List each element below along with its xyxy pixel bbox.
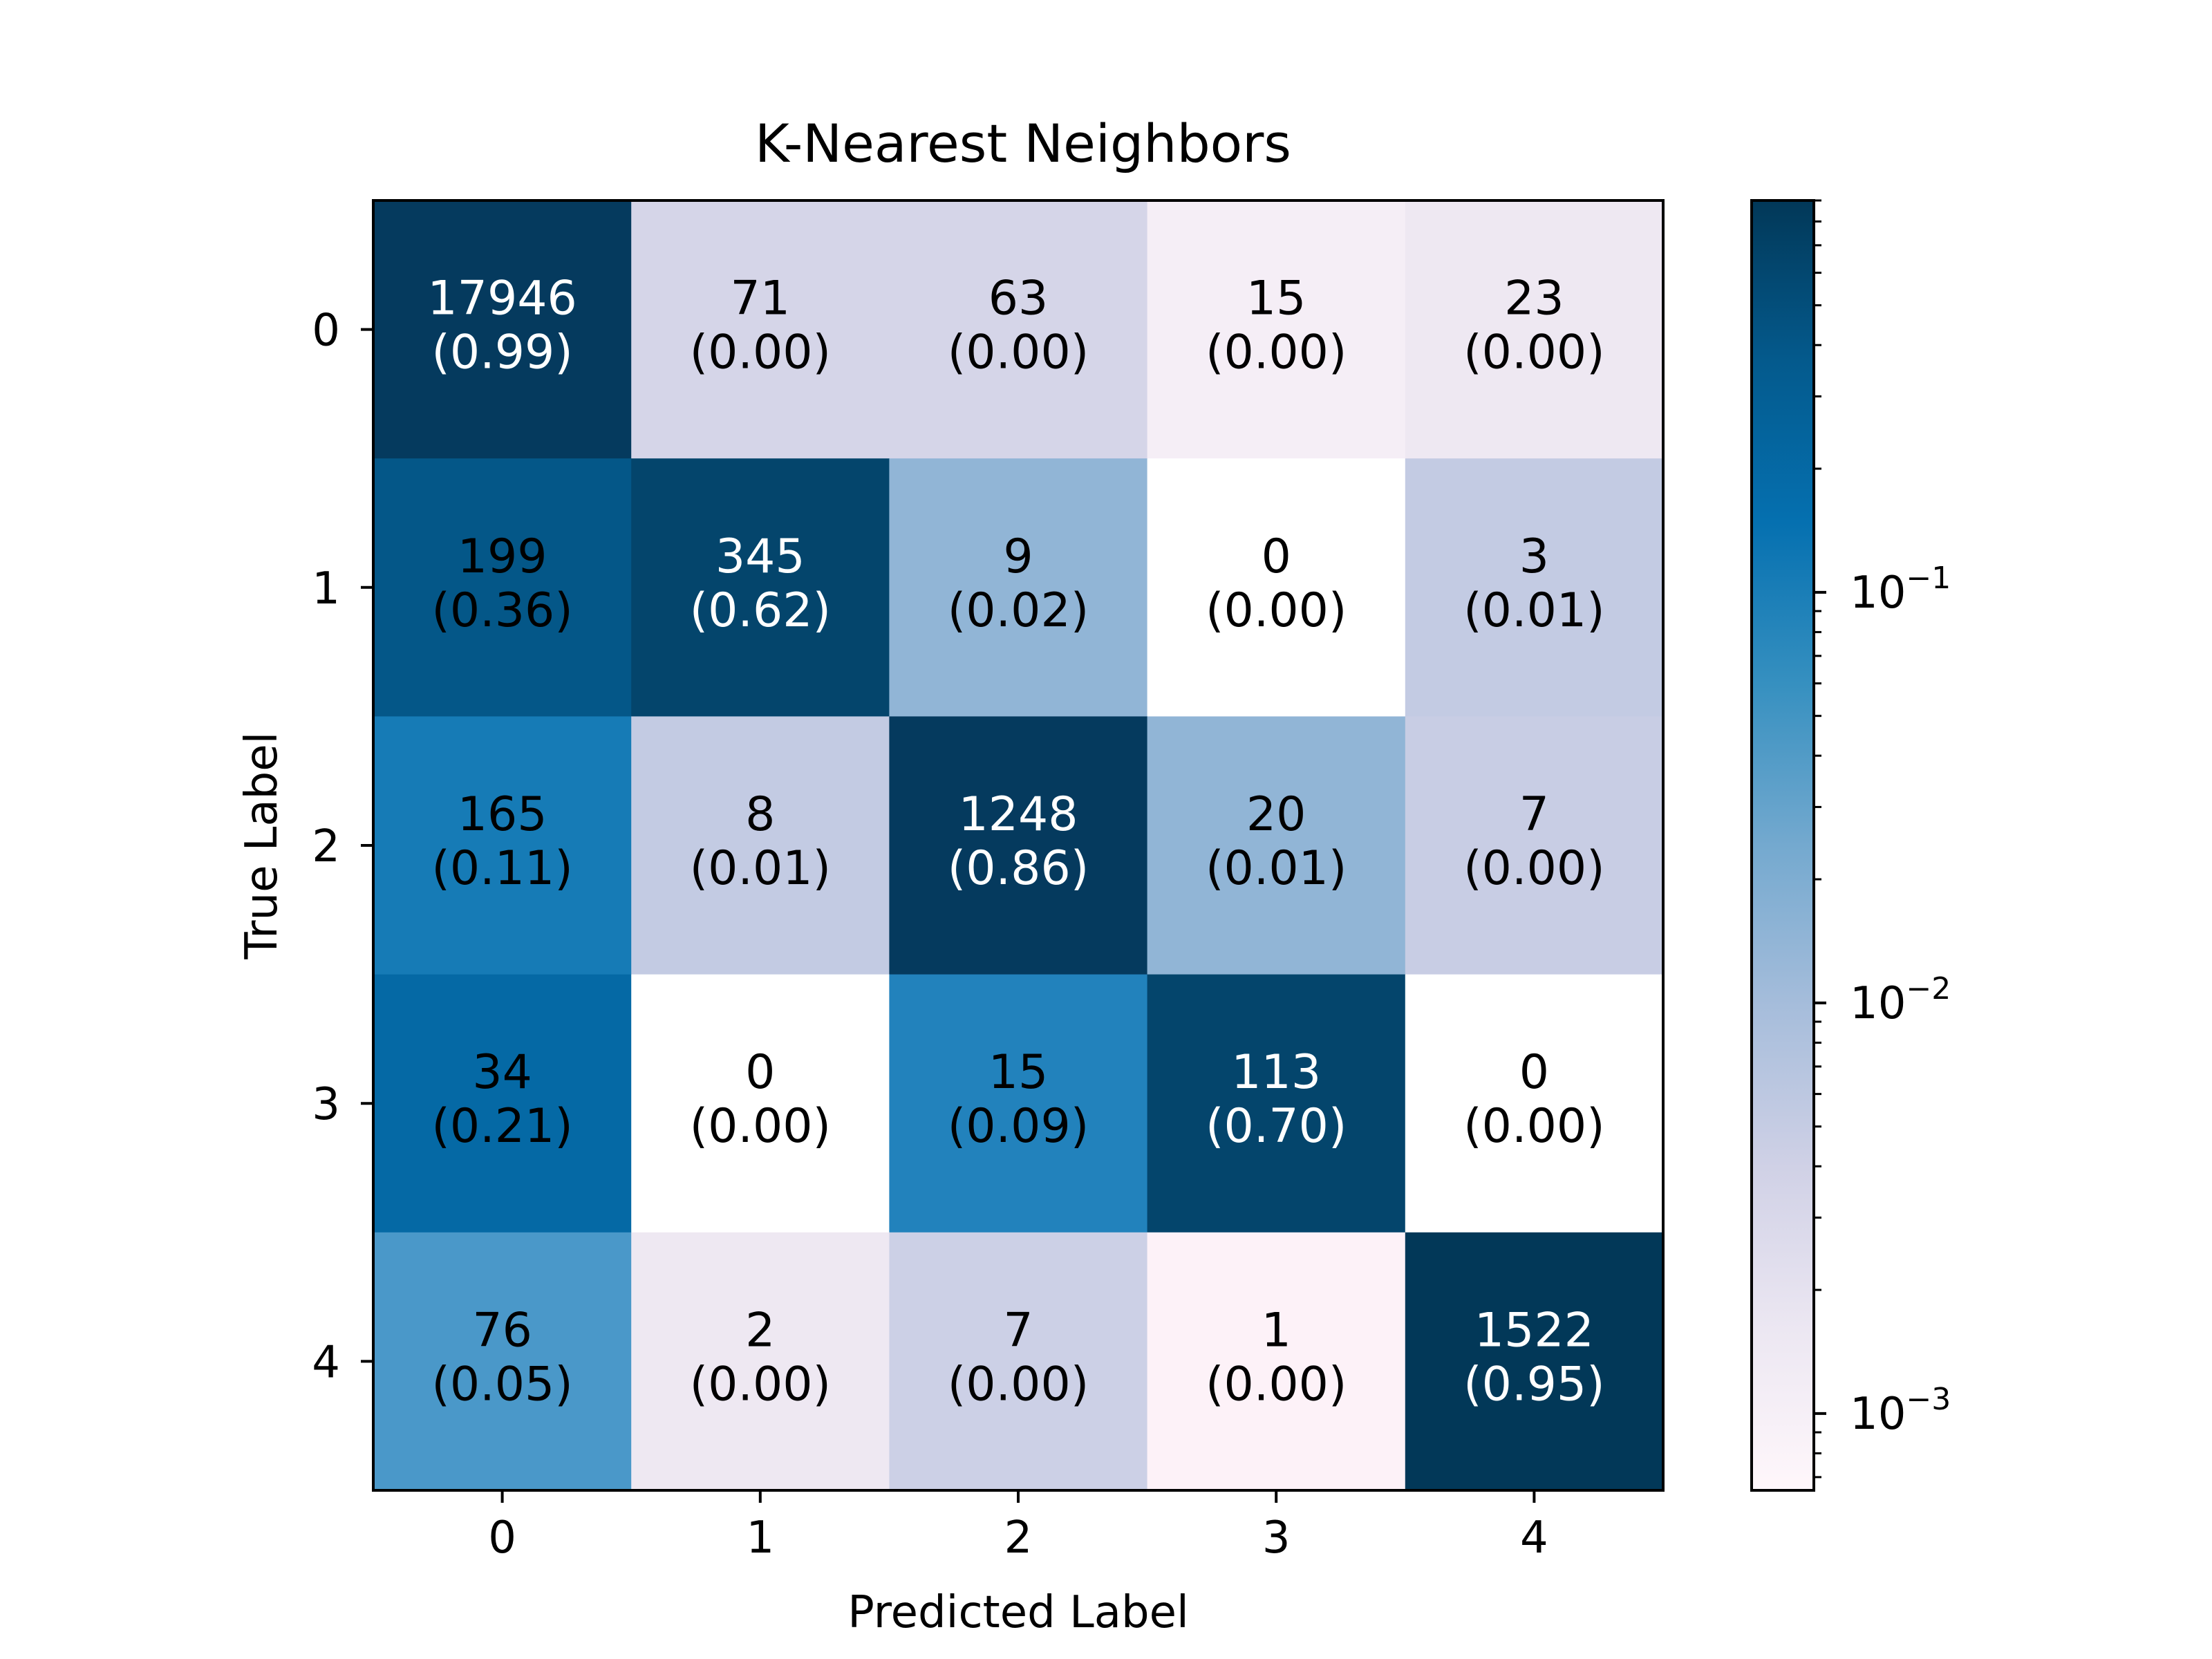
heatmap-cell: [631, 1232, 890, 1491]
cell-proportion-label: (0.62): [690, 583, 831, 638]
cell-count-label: 71: [731, 272, 791, 326]
cell-count-label: 76: [472, 1303, 532, 1358]
heatmap-cell: [889, 974, 1148, 1233]
cell-count-label: 199: [458, 529, 547, 584]
cell-proportion-label: (0.95): [1463, 1357, 1604, 1412]
cell-count-label: 0: [1262, 529, 1291, 584]
cell-proportion-label: (0.01): [1206, 841, 1347, 896]
heatmap-cell: [1147, 200, 1406, 459]
cell-proportion-label: (0.70): [1206, 1099, 1347, 1154]
y-tick-label: 4: [312, 1337, 340, 1388]
cell-proportion-label: (0.00): [690, 1357, 831, 1412]
cell-count-label: 113: [1231, 1045, 1321, 1100]
heatmap-cell: [889, 200, 1148, 459]
cell-proportion-label: (0.11): [431, 841, 572, 896]
cell-count-label: 23: [1504, 272, 1564, 326]
heatmap-cell: [1405, 716, 1664, 975]
cell-proportion-label: (0.02): [948, 583, 1089, 638]
cell-count-label: 0: [1519, 1045, 1549, 1100]
cell-proportion-label: (0.99): [431, 326, 572, 380]
cell-proportion-label: (0.00): [948, 326, 1089, 380]
cell-count-label: 15: [988, 1045, 1049, 1100]
cell-count-label: 3: [1519, 529, 1549, 584]
colorbar-gradient: [1750, 199, 1815, 1492]
cell-count-label: 9: [1003, 529, 1033, 584]
heatmap-cell: [1405, 1232, 1664, 1491]
x-tick-label: 2: [1004, 1512, 1033, 1564]
heatmap-cell: [373, 458, 632, 717]
cell-proportion-label: (0.00): [690, 326, 831, 380]
cell-proportion-label: (0.86): [948, 841, 1089, 896]
cell-proportion-label: (0.00): [690, 1099, 831, 1154]
cell-proportion-label: (0.00): [948, 1357, 1089, 1412]
cell-count-label: 1248: [958, 787, 1078, 842]
cell-proportion-label: (0.01): [1463, 583, 1604, 638]
heatmap-cell: [889, 716, 1148, 975]
y-axis-label: True Label: [236, 732, 288, 960]
heatmap-cell: [1405, 974, 1664, 1233]
x-tick-label: 1: [746, 1512, 774, 1564]
cell-proportion-label: (0.00): [1463, 1099, 1604, 1154]
y-axis-ticks: 0 1 2 3 4: [312, 306, 373, 1388]
cell-count-label: 63: [988, 272, 1049, 326]
heatmap-cells: 17946(0.99)71(0.00)63(0.00)15(0.00)23(0.…: [373, 200, 1664, 1491]
cell-count-label: 1522: [1474, 1303, 1594, 1358]
cell-proportion-label: (0.00): [1463, 326, 1604, 380]
heatmap-cell: [631, 200, 890, 459]
cell-proportion-label: (0.09): [948, 1099, 1089, 1154]
x-axis-label: Predicted Label: [847, 1587, 1188, 1638]
heatmap-cell: [631, 716, 890, 975]
cell-count-label: 15: [1246, 272, 1306, 326]
heatmap-cell: [373, 200, 632, 459]
heatmap-cell: [1147, 1232, 1406, 1491]
y-tick-label: 3: [312, 1079, 340, 1130]
cell-count-label: 1: [1262, 1303, 1291, 1358]
cell-count-label: 7: [1003, 1303, 1033, 1358]
cell-count-label: 34: [472, 1045, 532, 1100]
heatmap-cell: [373, 716, 632, 975]
y-tick-label: 2: [312, 821, 340, 872]
heatmap-cell: [889, 458, 1148, 717]
heatmap-cell: [631, 974, 890, 1233]
colorbar-tick-label: 10−1: [1850, 561, 1951, 619]
heatmap-cell: [373, 1232, 632, 1491]
y-tick-label: 1: [312, 563, 340, 615]
cell-proportion-label: (0.01): [690, 841, 831, 896]
cell-proportion-label: (0.00): [1206, 326, 1347, 380]
cell-proportion-label: (0.05): [431, 1357, 572, 1412]
cell-count-label: 0: [745, 1045, 775, 1100]
cell-count-label: 7: [1519, 787, 1549, 842]
heatmap-cell: [1147, 974, 1406, 1233]
x-axis-ticks: 0 1 2 3 4: [488, 1490, 1548, 1564]
heatmap-cell: [1405, 200, 1664, 459]
chart-title: K-Nearest Neighbors: [755, 113, 1291, 174]
x-tick-label: 3: [1262, 1512, 1291, 1564]
colorbar: 10−1 10−2 10−3: [1750, 199, 1951, 1492]
x-tick-label: 4: [1520, 1512, 1548, 1564]
cell-proportion-label: (0.00): [1206, 583, 1347, 638]
cell-count-label: 2: [745, 1303, 775, 1358]
cell-proportion-label: (0.00): [1206, 1357, 1347, 1412]
cell-proportion-label: (0.36): [431, 583, 572, 638]
colorbar-ticks: 10−1 10−2 10−3: [1814, 199, 1951, 1479]
cell-proportion-label: (0.21): [431, 1099, 572, 1154]
heatmap-cell: [889, 1232, 1148, 1491]
cell-count-label: 345: [715, 529, 805, 584]
cell-count-label: 8: [745, 787, 775, 842]
heatmap-cell: [631, 458, 890, 717]
heatmap-cell: [1147, 458, 1406, 717]
cell-count-label: 17946: [427, 272, 577, 326]
colorbar-tick-label: 10−3: [1850, 1382, 1951, 1440]
heatmap-cell: [373, 974, 632, 1233]
heatmap-cell: [1405, 458, 1664, 717]
cell-count-label: 165: [458, 787, 547, 842]
cell-count-label: 20: [1246, 787, 1306, 842]
cell-proportion-label: (0.00): [1463, 841, 1604, 896]
x-tick-label: 0: [488, 1512, 516, 1564]
y-tick-label: 0: [312, 306, 340, 357]
colorbar-tick-label: 10−2: [1850, 971, 1951, 1029]
heatmap-cell: [1147, 716, 1406, 975]
